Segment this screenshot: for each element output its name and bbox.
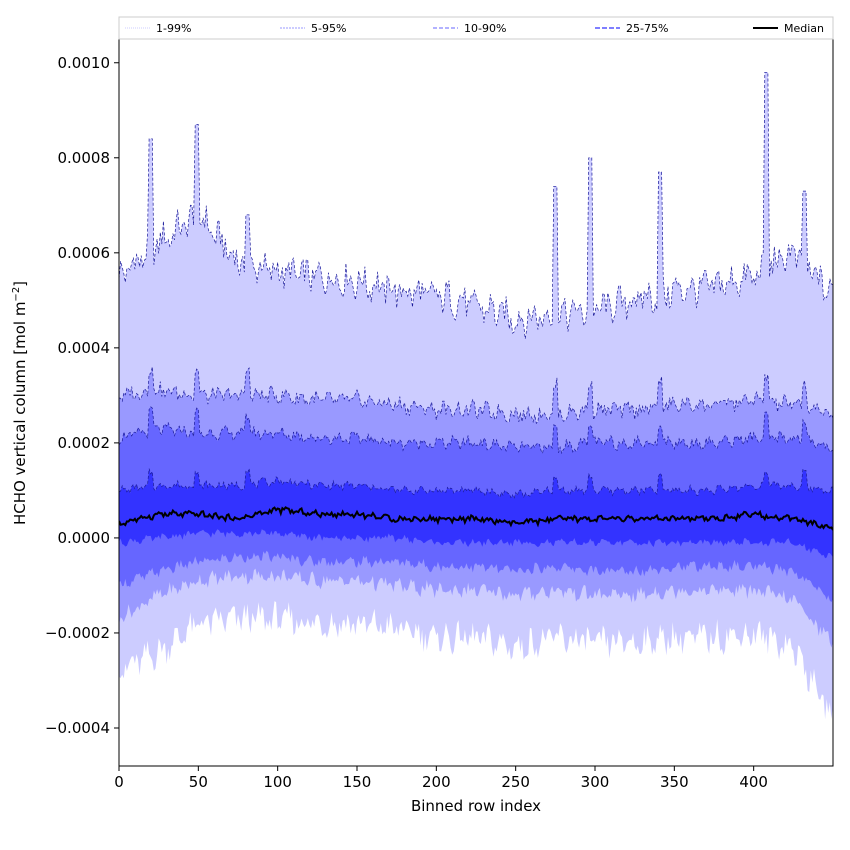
y-axis-title: HCHO vertical column [mol m−2] bbox=[11, 281, 29, 525]
legend-label: 10-90% bbox=[464, 22, 506, 35]
band-edge-25-75% bbox=[119, 468, 833, 500]
line-layer bbox=[119, 71, 833, 531]
legend-items: 1-99% 5-95% 10-90% 25-75% Median bbox=[125, 22, 824, 35]
x-tick-label: 150 bbox=[343, 773, 372, 791]
x-axis-title: Binned row index bbox=[411, 797, 541, 815]
y-tick-label: 0.0006 bbox=[58, 244, 111, 262]
y-tick-label: 0.0002 bbox=[58, 434, 111, 452]
y-tick-label: −0.0002 bbox=[45, 624, 110, 642]
legend-frame bbox=[118, 16, 834, 40]
legend-label: Median bbox=[784, 22, 824, 35]
x-tick-label: 250 bbox=[501, 773, 530, 791]
x-tick-label: 100 bbox=[263, 773, 292, 791]
x-tick-label: 200 bbox=[422, 773, 451, 791]
band-25-75% bbox=[119, 468, 833, 559]
band-layer bbox=[119, 72, 833, 720]
median-line bbox=[119, 506, 833, 531]
legend: 1-99% 5-95% 10-90% 25-75% Median bbox=[118, 16, 834, 40]
y-tick-label: 0.0000 bbox=[58, 529, 111, 547]
y-axis-title-main: HCHO vertical column [mol m bbox=[11, 302, 29, 525]
legend-label: 1-99% bbox=[156, 22, 191, 35]
x-tick-label: 350 bbox=[660, 773, 689, 791]
y-tick-label: 0.0010 bbox=[58, 54, 111, 72]
y-axis-title-sup: −2 bbox=[11, 287, 22, 302]
x-tick-label: 50 bbox=[189, 773, 208, 791]
band-edge-10-90% bbox=[119, 406, 833, 455]
band-edge-5-95% bbox=[119, 366, 833, 424]
y-tick-label: 0.0008 bbox=[58, 149, 111, 167]
legend-label: 25-75% bbox=[626, 22, 668, 35]
legend-label: 5-95% bbox=[311, 22, 346, 35]
y-tick-label: −0.0004 bbox=[45, 719, 110, 737]
x-tick-label: 0 bbox=[114, 773, 124, 791]
band-edge-1-99% bbox=[119, 71, 833, 339]
x-tick-label: 400 bbox=[739, 773, 768, 791]
y-axis: −0.0004 −0.0002 0.0000 0.0002 0.0004 0.0006 0.… bbox=[45, 54, 119, 737]
x-axis: 0 50 100 150 200 250 300 350 400 bbox=[114, 766, 768, 791]
x-tick-label: 300 bbox=[581, 773, 610, 791]
y-axis-title-close: ] bbox=[11, 281, 29, 287]
y-tick-label: 0.0004 bbox=[58, 339, 111, 357]
